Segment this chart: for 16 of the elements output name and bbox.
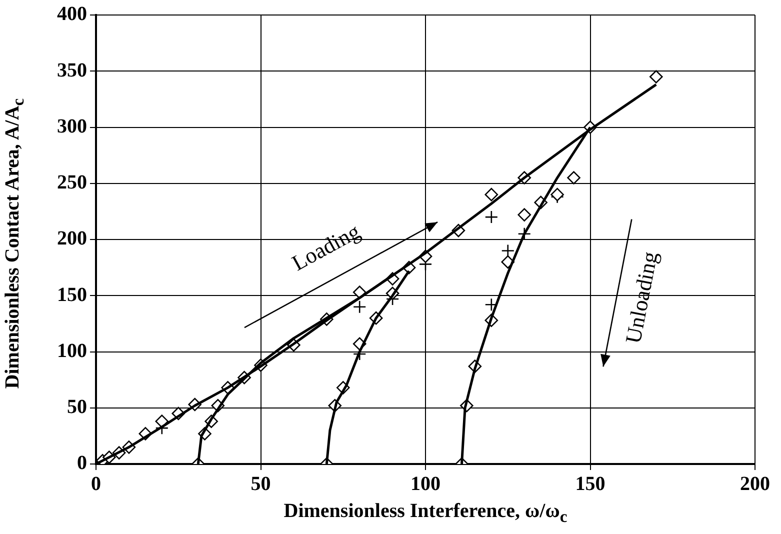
y-tick-label: 200: [57, 228, 87, 250]
x-tick-label: 100: [410, 473, 440, 496]
y-tick-label: 300: [57, 115, 87, 138]
y-tick-label: 150: [57, 284, 87, 306]
y-tick-label: 400: [57, 3, 87, 26]
y-tick-label: 100: [57, 340, 87, 362]
y-tick-label: 0: [77, 452, 87, 474]
y-tick-label: 350: [57, 59, 87, 82]
annotation: Unloading: [620, 250, 662, 346]
y-tick-label: 50: [67, 396, 87, 418]
x-axis-title: Dimensionless Interference, ω/ω$_{c}$: [282, 500, 568, 527]
x-tick-label: 50: [250, 473, 271, 496]
x-tick-label: 0: [91, 473, 101, 496]
y-tick-label: 250: [57, 172, 87, 194]
x-tick-label: 200: [740, 473, 770, 496]
x-tick-label: 150: [575, 473, 606, 496]
